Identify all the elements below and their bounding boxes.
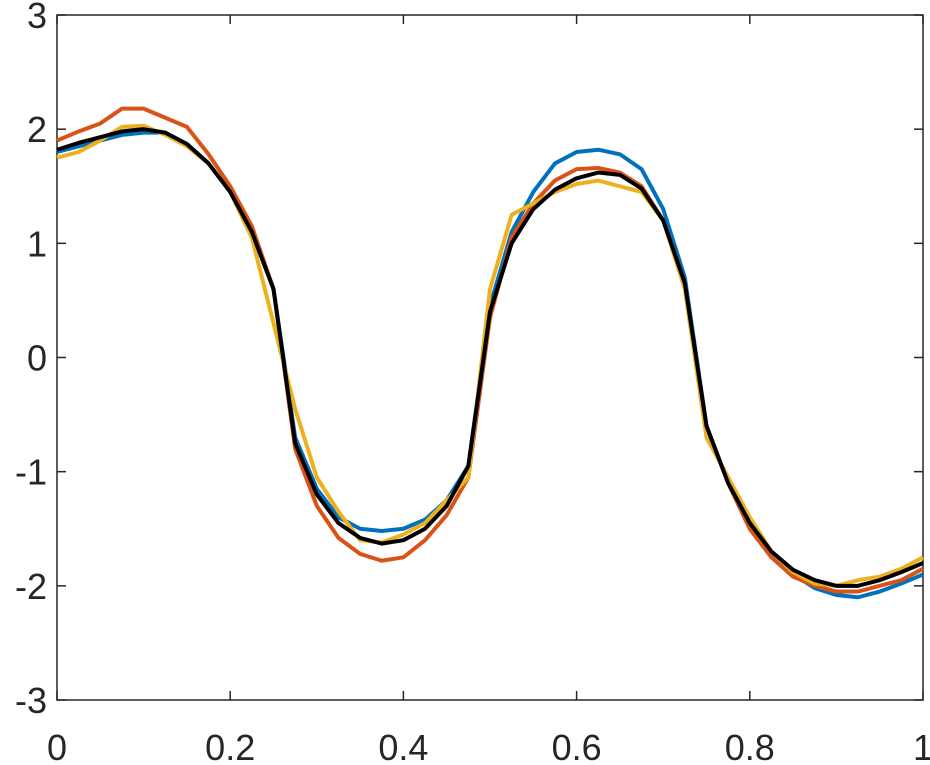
x-tick-label: 0.6	[552, 727, 602, 765]
x-tick-label: 0.2	[205, 727, 255, 765]
x-tick-label: 0.8	[725, 727, 775, 765]
x-tick-label: 0.4	[378, 727, 428, 765]
x-tick-label: 1	[913, 727, 930, 765]
y-tick-label: -2	[15, 566, 47, 607]
y-tick-label: 0	[27, 338, 47, 379]
y-tick-label: 3	[27, 0, 47, 36]
plot-area	[56, 14, 924, 701]
x-tick-label: 0	[47, 727, 67, 765]
y-tick-label: -3	[15, 680, 47, 721]
y-tick-label: 2	[27, 109, 47, 150]
series-line	[56, 127, 924, 588]
y-tick-label: -1	[15, 452, 47, 493]
y-tick-label: 1	[27, 223, 47, 264]
